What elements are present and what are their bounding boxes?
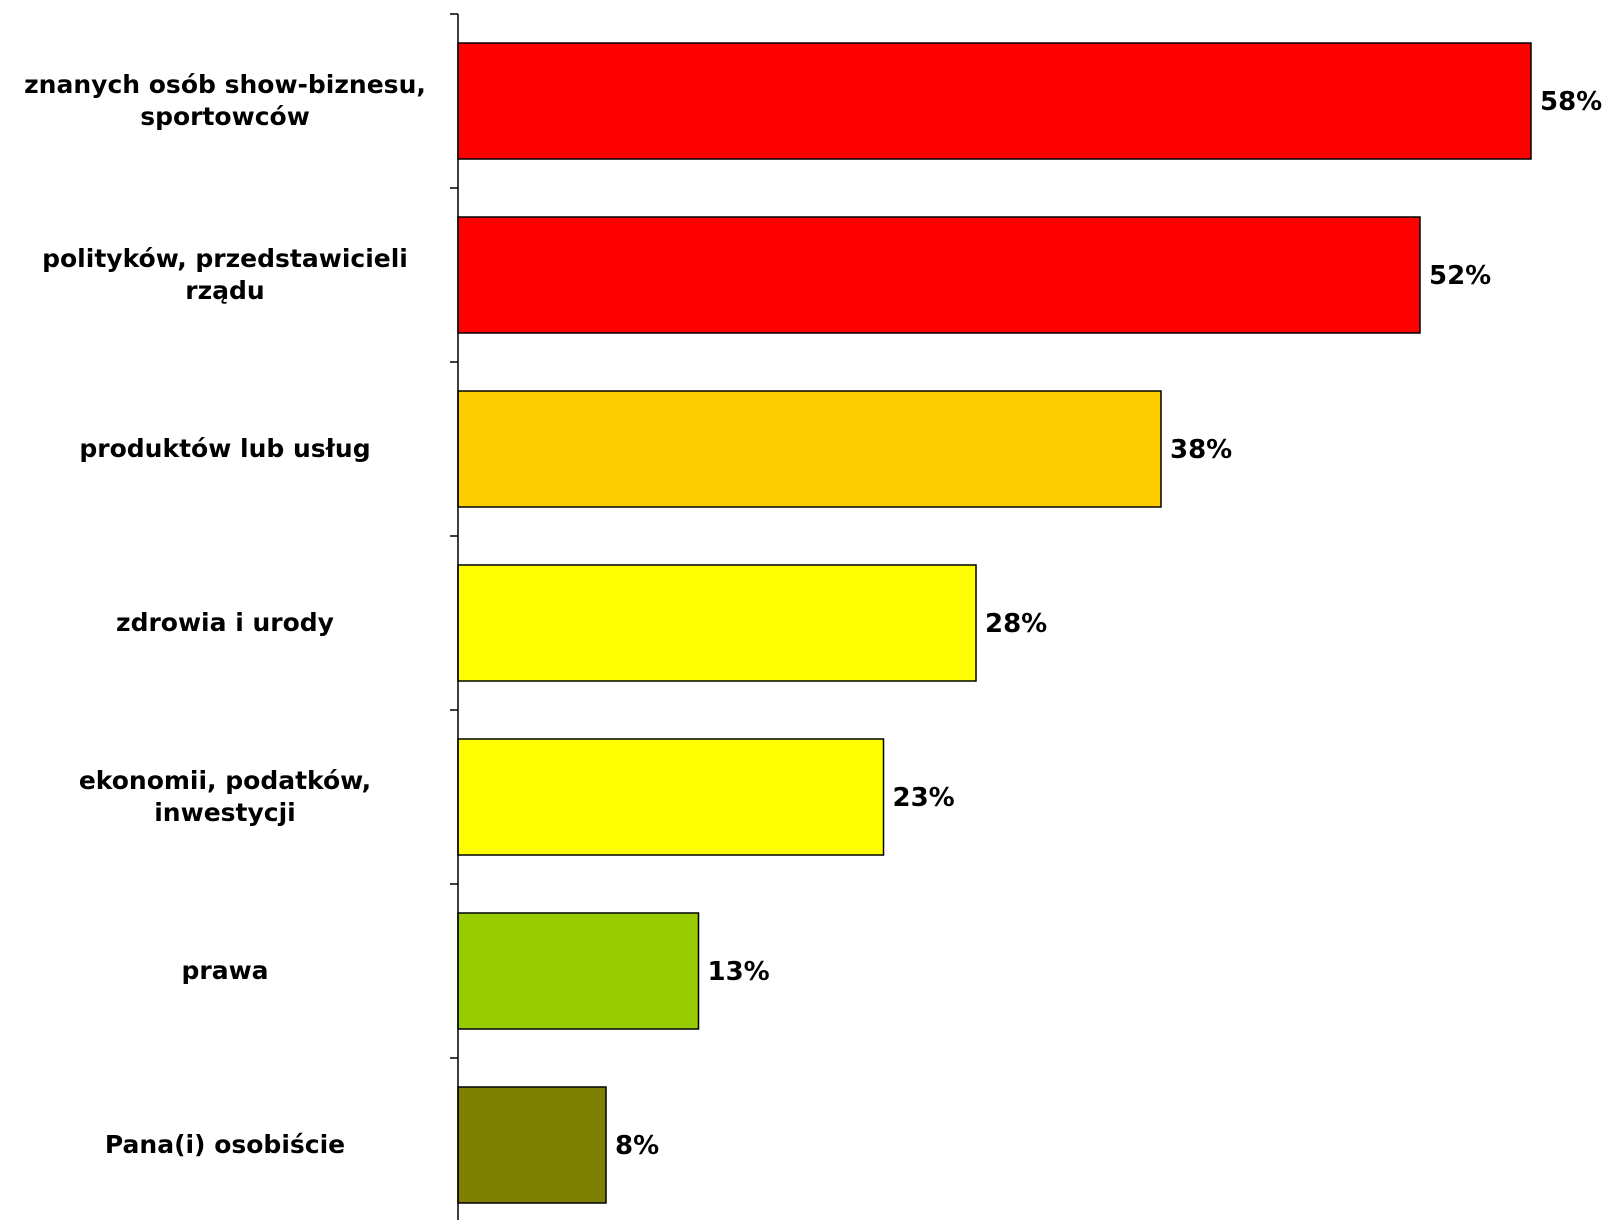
value-label: 8%: [615, 1131, 659, 1161]
category-axis: [450, 13, 459, 1220]
category-label: produktów lub usług: [79, 434, 370, 463]
bar: [457, 216, 1421, 334]
bars-group: [457, 42, 1532, 1204]
category-label: prawa: [181, 956, 268, 985]
bar: [457, 564, 977, 682]
category-label: ekonomii, podatków, inwestycji: [79, 766, 371, 827]
value-label: 13%: [708, 957, 770, 987]
bar: [457, 42, 1532, 160]
category-labels: znanych osób show-biznesu, sportowców poli…: [24, 70, 426, 1159]
category-label: polityków, przedstawicieli rządu: [42, 244, 408, 305]
value-label: 58%: [1540, 87, 1602, 117]
category-label: Pana(i) osobiście: [105, 1130, 345, 1159]
value-label: 28%: [985, 609, 1047, 639]
value-label: 38%: [1170, 435, 1232, 465]
bar: [457, 738, 885, 856]
bar: [457, 1086, 607, 1204]
category-label: zdrowia i urody: [116, 608, 334, 637]
bar: [457, 390, 1162, 508]
bar: [457, 912, 700, 1030]
value-label: 52%: [1429, 261, 1491, 291]
value-label: 23%: [893, 783, 955, 813]
category-label: znanych osób show-biznesu, sportowców: [24, 70, 426, 131]
value-labels: 58% 52% 38% 28% 23% 13% 8%: [615, 87, 1602, 1161]
